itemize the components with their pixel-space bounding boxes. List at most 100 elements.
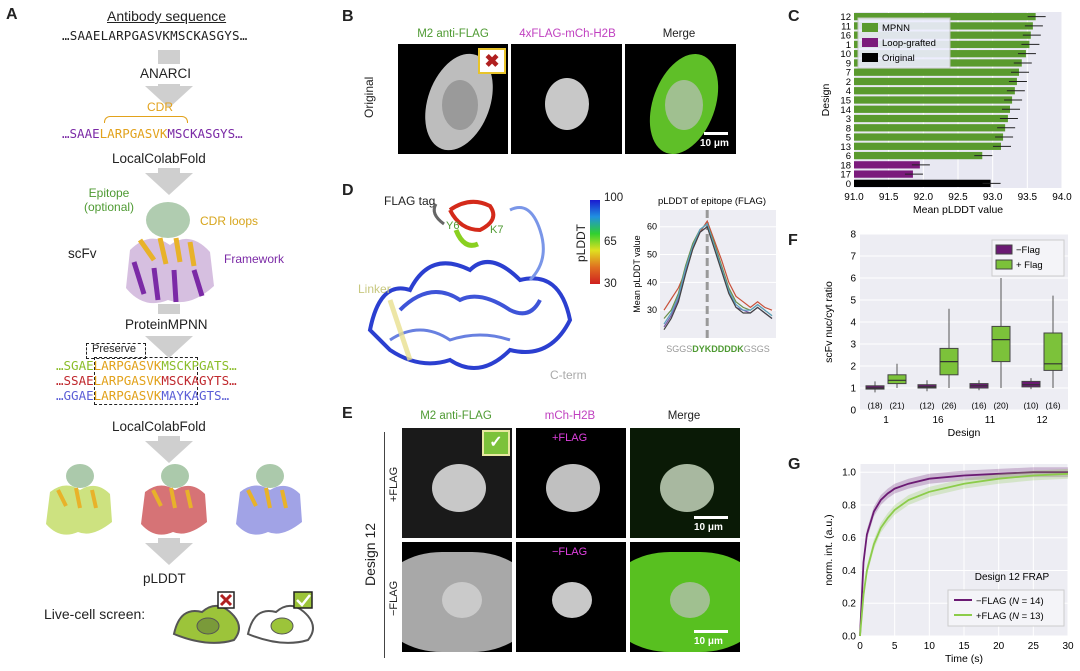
anarci-label: ANARCI: [140, 66, 192, 81]
legend-label: MPNN: [882, 23, 910, 34]
panel-e-scale-text-2: 10 μm: [694, 636, 723, 647]
legend-part: = 13): [1019, 611, 1044, 622]
y-tick-label: 9: [846, 58, 851, 69]
legend-part: +FLAG (: [976, 611, 1013, 622]
y-tick-label: 1: [850, 384, 856, 395]
series-line: [859, 471, 1068, 637]
y6-label: Y6: [446, 220, 460, 232]
panel-b-row-label: Original: [362, 76, 376, 118]
x-tick-label: 0: [857, 641, 863, 652]
y-tick-label: 14: [840, 105, 851, 116]
y-tick-label: 50: [647, 250, 657, 260]
y-tick-label: 7: [850, 252, 856, 263]
panel-b-scalebar: [704, 132, 728, 135]
n-label: (16): [971, 401, 986, 411]
x-tick-label: 91.0: [844, 192, 864, 203]
check-mark-icon: ✓: [482, 430, 510, 456]
legend-swatch: [995, 244, 1013, 255]
bar: [854, 133, 1004, 141]
y-tick-label: 8: [850, 230, 856, 241]
y-tick-label: 2: [850, 362, 856, 373]
panel-b-col1: M2 anti-FLAG: [417, 28, 489, 40]
y-tick-label: 0.6: [842, 533, 856, 544]
y-tick-label: 4: [850, 318, 856, 329]
x-tick-label: 11: [985, 415, 996, 426]
y-tick-label: 0: [846, 179, 851, 190]
flow-arrow-head-2: [145, 173, 193, 195]
colorbar-tick-65: 65: [604, 236, 617, 248]
plddt-colorbar: [590, 200, 600, 284]
flow-arrow-head-3: [145, 336, 193, 358]
preserve-label: Preserve: [92, 343, 137, 355]
y-tick-label: 12: [840, 12, 851, 23]
legend-label: Original: [882, 53, 915, 64]
bar: [854, 170, 913, 178]
x-axis-label: Design: [948, 427, 981, 439]
x-tick-label: 20: [993, 641, 1005, 652]
panel-d-label: D: [342, 182, 354, 199]
bar: [854, 68, 1020, 76]
legend-swatch: [862, 38, 878, 47]
cdr-bracket: [104, 116, 188, 123]
predicted-structures-image: [46, 464, 302, 535]
preserve-box: [86, 343, 146, 359]
panel-b-col3: Merge: [662, 28, 696, 40]
y-tick-label: 15: [840, 96, 851, 107]
panel-a-label: A: [6, 6, 18, 23]
y-axis-label: scFv nuc/cyt ratio: [823, 281, 835, 363]
panel-e-r1-h2b: [516, 428, 626, 538]
live-cell-screen-label: Live-cell screen:: [44, 606, 146, 622]
y-tick-label: 0: [850, 406, 856, 417]
x-axis-label: Time (s): [945, 653, 983, 665]
n-label: (20): [993, 401, 1008, 411]
panel-f-label: F: [788, 232, 798, 249]
legend-swatch: [995, 259, 1013, 270]
colorbar-tick-100: 100: [604, 192, 624, 204]
y-tick-label: 5: [846, 133, 851, 144]
y-tick-label: 18: [840, 160, 851, 171]
seq-cdr: LARPGASVK: [99, 126, 168, 141]
legend-label: −Flag: [1016, 245, 1040, 256]
panel-c-label: C: [788, 8, 800, 25]
sequence-part: DYKDDDDK: [692, 344, 744, 354]
legend-part: = 14): [1019, 596, 1044, 607]
x-tick-label: 91.5: [879, 192, 899, 203]
x-tick-label: 92.5: [948, 192, 968, 203]
colorbar-tick-30: 30: [604, 278, 617, 290]
y-tick-label: 5: [850, 296, 856, 307]
panel-e-tag-minus: −FLAG: [552, 546, 588, 558]
bar: [854, 13, 1036, 21]
panel-d-structure: [367, 199, 573, 370]
colorbar-label: pLDDT: [574, 223, 588, 262]
seq-post: MSCKASGYS…: [167, 126, 243, 141]
sequence-part: GSGS: [744, 344, 770, 354]
n-label: (21): [889, 401, 904, 411]
y-tick-label: 13: [840, 142, 851, 153]
flow-arrow-1: [158, 50, 180, 64]
panel-e-r2-h2b: [516, 542, 626, 652]
y-tick-label: 7: [846, 68, 851, 79]
panel-e-row2-label: −FLAG: [388, 580, 400, 616]
y-tick-label: 17: [840, 170, 851, 181]
mpnn-seq-2-mid: LARPGASVK: [93, 388, 162, 403]
mpnn-seq-2-post: MAYKAGTS…: [161, 388, 230, 403]
y-axis-label: Design: [820, 83, 832, 116]
antibody-sequence: …SAAELARPGASVKMSCKASGYS…: [62, 28, 248, 43]
n-label: (10): [1023, 401, 1038, 411]
x-axis-label: Mean pLDDT value: [913, 204, 1003, 216]
y-tick-label: 10: [840, 49, 851, 60]
legend-label: + Flag: [1016, 260, 1043, 271]
n-label: (12): [919, 401, 934, 411]
mpnn-seq-1: …SSAELARPGASVKMSCKAGYTS…: [56, 373, 237, 388]
y-tick-label: 16: [840, 31, 851, 42]
mpnn-seq-0-post: MSCKPGATS…: [161, 358, 237, 373]
y-tick-label: 60: [647, 222, 657, 232]
series-line: [663, 222, 773, 325]
x-tick-label: 10: [924, 641, 936, 652]
panel-e-col2: mCh-H2B: [544, 410, 596, 422]
panel-b-label: B: [342, 8, 354, 25]
series-line: [663, 225, 773, 331]
x-tick-label: 15: [958, 641, 970, 652]
n-label: (18): [867, 401, 882, 411]
